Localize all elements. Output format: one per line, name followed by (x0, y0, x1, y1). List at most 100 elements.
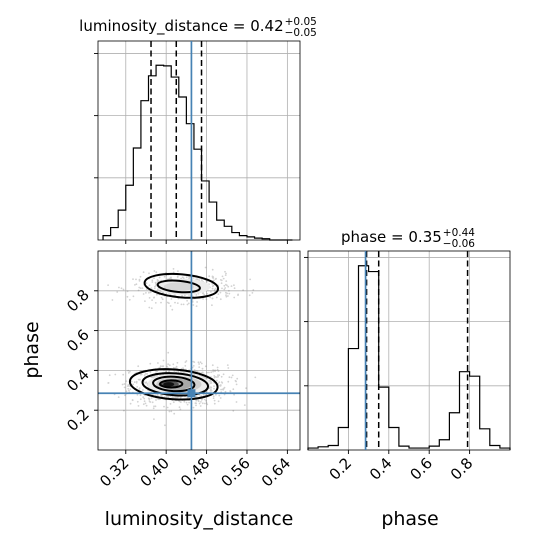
scatter-point (128, 385, 131, 387)
scatter-point (186, 396, 189, 399)
phase-hist-xtick-label-0: 0.2 (326, 454, 356, 484)
scatter-point (143, 397, 146, 400)
scatter-point (211, 275, 214, 278)
scatter-point (123, 383, 126, 385)
scatter-point (150, 307, 153, 310)
scatter-point (135, 283, 138, 286)
joint-ytick-label-0: 0.2 (63, 405, 93, 435)
scatter-point (214, 369, 217, 372)
scatter-point (216, 366, 219, 369)
scatter-point (166, 365, 169, 368)
scatter-point (209, 386, 212, 389)
scatter-point (136, 400, 139, 403)
scatter-point (124, 394, 126, 397)
scatter-point (139, 373, 142, 376)
scatter-point (222, 388, 225, 391)
scatter-point (219, 384, 222, 387)
scatter-point (139, 378, 141, 381)
scatter-point (181, 276, 184, 279)
scatter-point (218, 381, 221, 384)
scatter-point (212, 277, 215, 279)
scatter-point (135, 381, 138, 384)
scatter-point (209, 389, 212, 392)
scatter-point (195, 395, 198, 397)
scatter-point (139, 398, 142, 401)
scatter-point (150, 397, 153, 399)
scatter-point (209, 296, 212, 299)
scatter-point (220, 279, 223, 282)
scatter-point (170, 276, 172, 279)
scatter-point (208, 275, 211, 278)
scatter-point (139, 275, 142, 278)
joint-contour-0 (128, 368, 219, 401)
scatter-point (167, 351, 170, 354)
scatter-point (144, 381, 147, 384)
scatter-point (195, 399, 198, 402)
scatter-point (197, 361, 200, 364)
scatter-point (172, 271, 175, 274)
scatter-point (219, 384, 222, 387)
scatter-point (227, 295, 229, 297)
scatter-point (179, 408, 182, 411)
scatter-point (248, 294, 251, 297)
scatter-point (172, 401, 175, 404)
scatter-point (204, 266, 207, 269)
scatter-point (213, 279, 215, 282)
scatter-point (233, 296, 236, 299)
scatter-point (213, 369, 216, 372)
scatter-point (139, 370, 142, 372)
scatter-point (107, 284, 109, 286)
scatter-point (160, 394, 162, 397)
title-luminosity-distance: luminosity_distance = 0.42+0.05 −0.05 (79, 16, 317, 39)
phase-hist-step (307, 265, 511, 450)
scatter-point (217, 374, 219, 376)
joint-contour-5 (156, 279, 201, 294)
joint-xtick-label-3: 0.56 (217, 454, 253, 490)
title-phase: phase = 0.35+0.44 −0.06 (341, 227, 475, 250)
scatter-point (153, 277, 155, 280)
scatter-point (230, 285, 233, 287)
scatter-point (212, 370, 215, 373)
scatter-point (131, 399, 134, 402)
scatter-point (211, 297, 214, 300)
scatter-point (137, 365, 140, 368)
scatter-point (179, 401, 182, 403)
scatter-point (214, 370, 217, 373)
scatter-point (128, 298, 131, 301)
scatter-point (138, 278, 141, 281)
scatter-point (204, 365, 207, 368)
scatter-point (138, 280, 141, 282)
scatter-point (212, 276, 215, 278)
scatter-point (231, 374, 234, 377)
scatter-point (153, 270, 156, 272)
scatter-point (201, 402, 204, 405)
scatter-point (138, 378, 141, 381)
scatter-point (132, 278, 134, 280)
scatter-point (151, 299, 154, 301)
title-phase-sub: −0.06 (443, 238, 475, 250)
scatter-point (182, 367, 184, 369)
scatter-point (195, 305, 198, 307)
scatter-point (232, 409, 235, 412)
scatter-point (235, 401, 238, 403)
phase-hist-xtick-label-1: 0.4 (366, 454, 396, 484)
scatter-point (221, 388, 224, 391)
scatter-point (152, 407, 155, 410)
scatter-point (173, 412, 176, 415)
joint-density-panel: 0.32 0.40 0.48 0.56 0.64 0.2 0.4 0.6 0.8 (63, 250, 301, 490)
scatter-point (212, 397, 215, 400)
scatter-point (127, 387, 130, 390)
lumdist-hist-frame (97, 40, 301, 241)
scatter-point (226, 292, 229, 295)
scatter-point (216, 376, 218, 378)
scatter-point (228, 376, 231, 379)
scatter-point (183, 400, 186, 403)
scatter-point (211, 297, 214, 300)
joint-ytick-label-3: 0.8 (63, 286, 93, 316)
scatter-point (242, 289, 245, 292)
scatter-point (186, 299, 189, 302)
scatter-point (174, 396, 177, 399)
scatter-point (163, 405, 165, 408)
scatter-point (243, 404, 246, 406)
